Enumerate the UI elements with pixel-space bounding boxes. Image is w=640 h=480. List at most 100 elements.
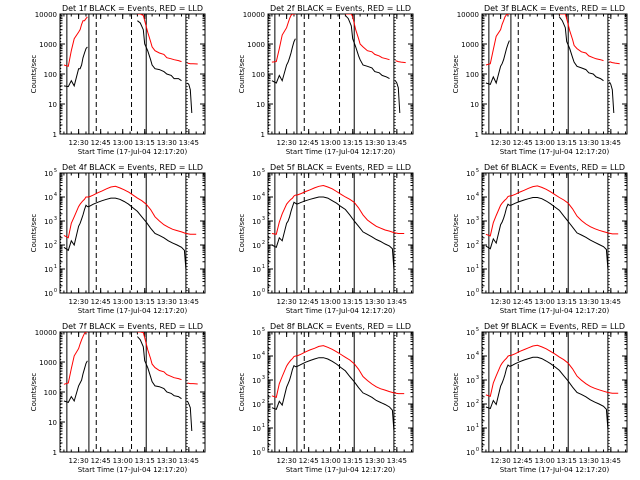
x-tick-label: 13:15: [343, 139, 363, 147]
panel-title: Det 5f BLACK = Events, RED = LLD: [270, 163, 411, 172]
y-tick-label: 10: [252, 377, 261, 385]
x-tick-label: 13:30: [579, 298, 599, 306]
y-tick-exponent: 3: [476, 216, 479, 222]
lld-series-line: [485, 14, 510, 66]
plot-frame: [59, 13, 206, 135]
x-axis-label: Start Time (17-Jul-04 12:17:20): [500, 307, 610, 315]
events-series-line: [137, 336, 182, 400]
panel-title: Det 1f BLACK = Events, RED = LLD: [62, 4, 203, 13]
events-series-line: [271, 201, 298, 249]
plot-frame: [267, 172, 414, 294]
events-series-line: [353, 381, 395, 431]
y-tick-label: 10: [44, 242, 53, 250]
plot-frame: [59, 172, 206, 294]
y-tick-exponent: 3: [54, 216, 57, 222]
x-tick-label: 13:15: [135, 298, 155, 306]
y-tick-exponent: 0: [262, 288, 265, 294]
events-series-line: [296, 357, 355, 383]
x-tick-label: 12:45: [513, 139, 533, 147]
events-series-line: [186, 400, 193, 432]
plot-area: [268, 173, 405, 293]
events-series-line: [88, 197, 147, 223]
y-tick-exponent: 1: [476, 423, 479, 429]
events-series-line: [608, 81, 615, 114]
detector-panel-2: Det 2f BLACK = Events, RED = LLD 1 10 100 10…: [238, 4, 414, 156]
x-tick-label: 13:00: [535, 298, 555, 306]
y-tick-exponent: 2: [262, 399, 265, 405]
y-tick-exponent: 0: [262, 447, 265, 453]
lld-series-line: [187, 62, 198, 65]
x-tick-label: 12:45: [299, 298, 319, 306]
x-tick-label: 13:15: [343, 298, 363, 306]
x-tick-label: 13:00: [321, 139, 341, 147]
events-series-line: [271, 38, 296, 84]
panel-title: Det 2f BLACK = Events, RED = LLD: [270, 4, 411, 13]
x-tick-label: 12:45: [91, 457, 111, 465]
x-axis-label: Start Time (17-Jul-04 12:17:20): [286, 148, 396, 156]
x-tick-label: 12:30: [277, 298, 297, 306]
y-tick-label: 1: [53, 131, 57, 139]
lld-series-line: [353, 363, 405, 395]
y-tick-label: 10: [466, 401, 475, 409]
y-tick-label: 1: [261, 131, 265, 139]
x-tick-label: 13:15: [557, 298, 577, 306]
plot-frame: [481, 13, 628, 135]
lld-series-line: [510, 185, 569, 204]
y-tick-exponent: 3: [476, 375, 479, 381]
y-tick-label: 10: [466, 218, 475, 226]
y-tick-exponent: 3: [262, 375, 265, 381]
plot-area: [60, 173, 197, 293]
y-tick-label: 10: [44, 290, 53, 298]
plot-frame: [267, 331, 414, 453]
lld-series-line: [345, 14, 390, 61]
y-tick-label: 10: [252, 266, 261, 274]
plot-frame: [481, 331, 628, 453]
events-series-line: [559, 16, 604, 82]
y-tick-exponent: 5: [262, 327, 265, 333]
x-tick-label: 13:00: [113, 457, 133, 465]
x-tick-label: 13:45: [601, 298, 621, 306]
x-tick-label: 13:00: [113, 139, 133, 147]
x-tick-label: 13:15: [135, 457, 155, 465]
y-tick-label: 10: [252, 290, 261, 298]
lld-series-line: [137, 332, 182, 381]
x-axis-label: Start Time (17-Jul-04 12:17:20): [78, 148, 188, 156]
plot-area: [268, 14, 406, 134]
panel-title: Det 7f BLACK = Events, RED = LLD: [62, 322, 203, 331]
x-tick-label: 13:30: [579, 139, 599, 147]
x-tick-label: 13:30: [365, 457, 385, 465]
y-tick-label: 10: [252, 449, 261, 457]
x-tick-label: 12:30: [491, 457, 511, 465]
detector-panel-7: Det 7f BLACK = Events, RED = LLD 1 10 100 10…: [30, 322, 206, 474]
y-tick-label: 10: [470, 101, 479, 109]
y-axis-label: Counts/sec: [238, 55, 246, 94]
y-tick-exponent: 0: [476, 447, 479, 453]
x-tick-label: 12:45: [299, 457, 319, 465]
events-series-line: [567, 221, 609, 270]
y-tick-label: 10: [466, 377, 475, 385]
lld-series-line: [88, 185, 147, 205]
y-tick-label: 10: [48, 101, 57, 109]
y-axis-label: Counts/sec: [452, 214, 460, 253]
x-axis-label: Start Time (17-Jul-04 12:17:20): [78, 466, 188, 474]
y-tick-exponent: 1: [262, 264, 265, 270]
events-series-line: [63, 46, 88, 88]
plot-area: [482, 332, 619, 452]
x-tick-label: 12:45: [513, 298, 533, 306]
events-series-line: [485, 203, 511, 250]
y-axis-label: Counts/sec: [238, 373, 246, 412]
events-series-line: [510, 197, 569, 222]
y-tick-label: 100: [44, 71, 57, 79]
y-axis-label: Counts/sec: [30, 373, 38, 412]
y-tick-label: 100: [252, 71, 265, 79]
events-series-line: [296, 196, 355, 222]
y-tick-label: 10: [466, 290, 475, 298]
x-axis-label: Start Time (17-Jul-04 12:17:20): [286, 307, 396, 315]
lld-series-line: [63, 16, 88, 67]
y-tick-exponent: 0: [476, 288, 479, 294]
y-tick-label: 10: [466, 242, 475, 250]
x-axis-label: Start Time (17-Jul-04 12:17:20): [500, 148, 610, 156]
y-tick-label: 10000: [243, 11, 265, 19]
